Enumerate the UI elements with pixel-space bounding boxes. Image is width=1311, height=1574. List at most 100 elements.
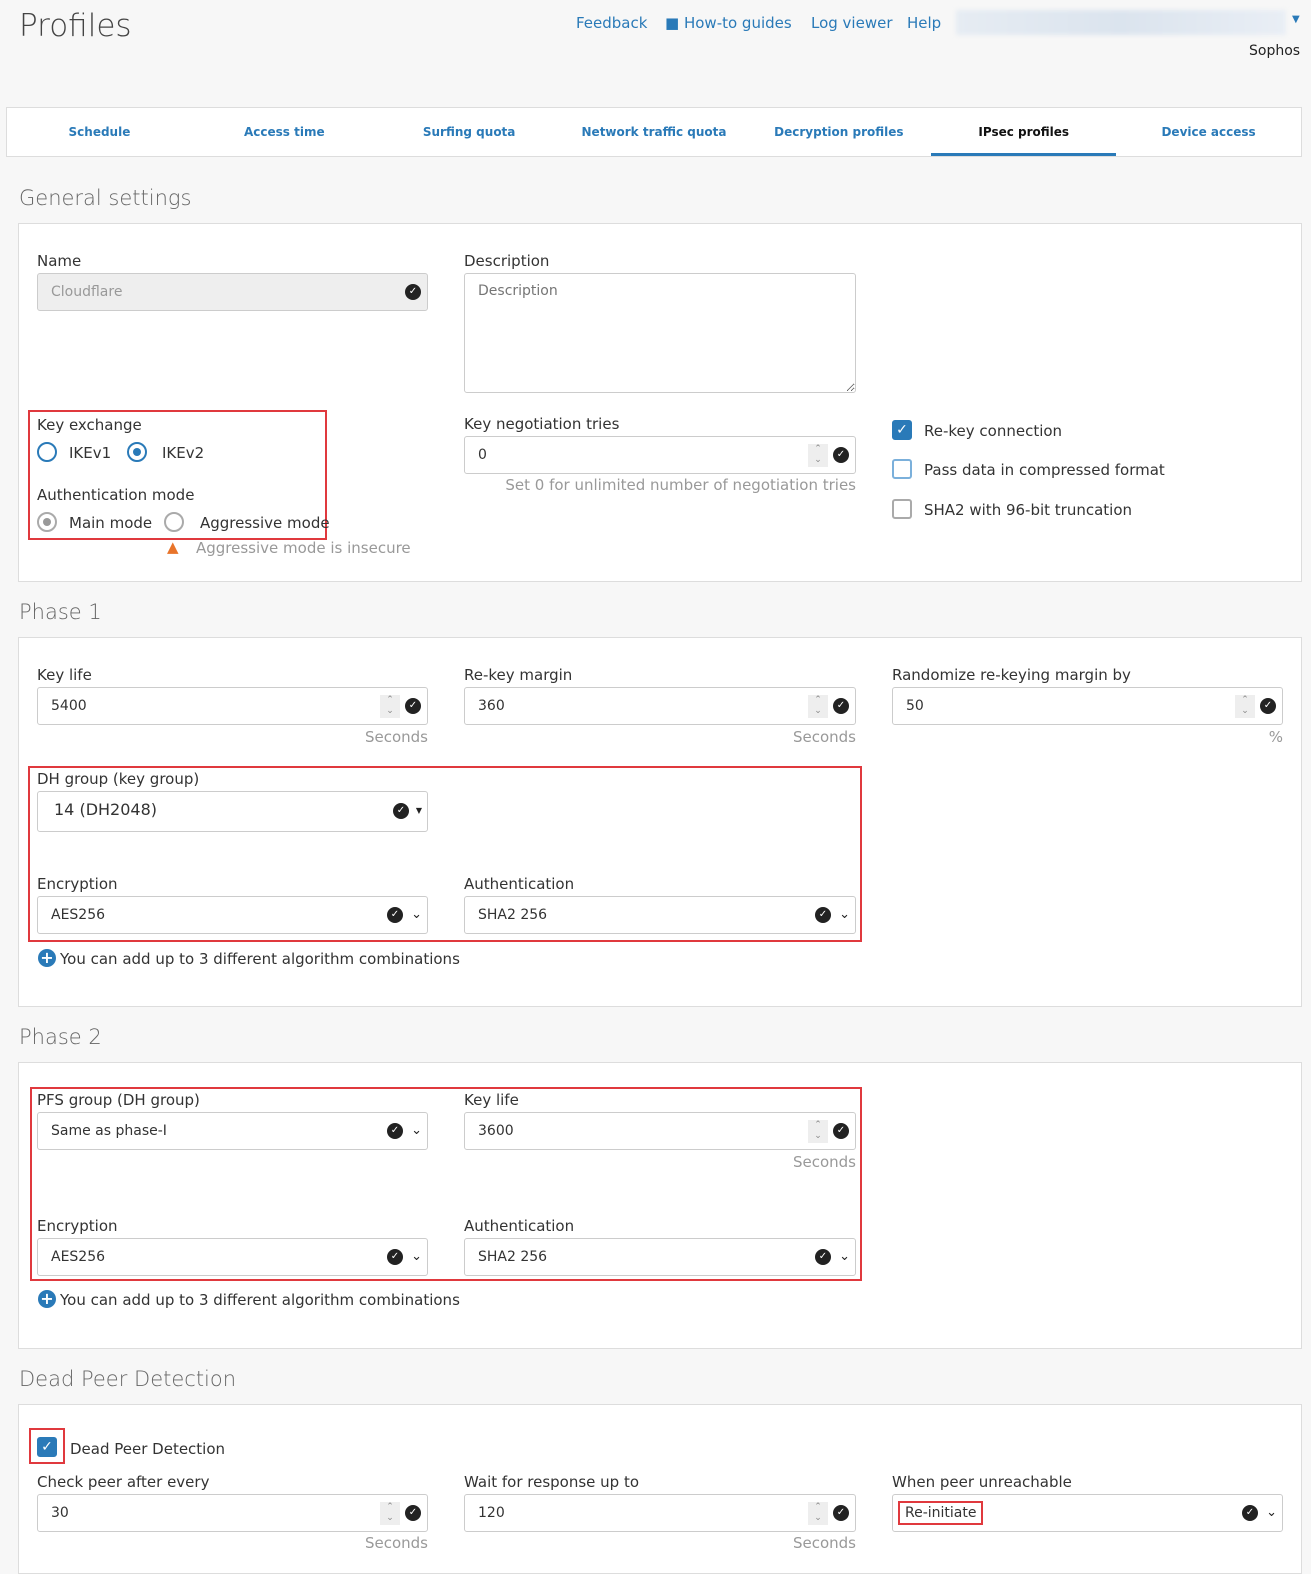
spinner[interactable]: ⌃ ⌄ [808,695,828,718]
check-icon: ✓ [387,1123,403,1139]
ikev1-radio[interactable] [37,442,57,462]
dpd-checkbox[interactable]: ✓ [37,1437,57,1457]
user-menu-blurred[interactable] [956,10,1286,35]
pfs-group-select[interactable]: Same as phase-I ✓ ⌄ [37,1112,428,1150]
tab-device-access[interactable]: Device access [1161,125,1256,139]
pfs-group-label: PFS group (DH group) [37,1091,200,1109]
rekey-label: Re-key connection [924,422,1063,440]
check-icon: ✓ [1242,1505,1258,1521]
spinner[interactable]: ⌃ ⌄ [1235,695,1255,718]
tab-network-traffic-quota[interactable]: Network traffic quota [581,125,727,139]
wait-input[interactable]: 120 ⌃ ⌄ ✓ [464,1494,856,1532]
tab-decryption-profiles[interactable]: Decryption profiles [774,125,904,139]
seconds-unit: Seconds [792,1534,856,1552]
dh-group-select[interactable]: 14 (DH2048) ✓ ▼ [37,791,428,832]
percent-unit: % [1268,728,1283,746]
key-exchange-label: Key exchange [37,416,142,434]
check-icon: ✓ [833,1505,849,1521]
pfs-group-value: Same as phase-I [51,1123,167,1139]
spinner[interactable]: ⌃ ⌄ [380,695,400,718]
check-icon: ✓ [405,1505,421,1521]
check-peer-input[interactable]: 30 ⌃ ⌄ ✓ [37,1494,428,1532]
rekey-checkbox[interactable]: ✓ [892,420,912,440]
tab-ipsec-profiles[interactable]: IPsec profiles [931,108,1117,156]
authentication2-select[interactable]: SHA2 256 ✓ ⌄ [464,1238,856,1276]
tries-input[interactable]: 0 ⌃ ⌄ ✓ [464,436,856,474]
check-peer-label: Check peer after every [37,1473,210,1491]
keylife-input[interactable]: 5400 ⌃ ⌄ ✓ [37,687,428,725]
phase1-heading: Phase 1 [19,600,102,624]
sha2-label: SHA2 with 96-bit truncation [924,501,1133,519]
spinner[interactable]: ⌃ ⌄ [808,444,828,467]
encryption-label: Encryption [37,875,118,893]
tab-surfing-quota[interactable]: Surfing quota [422,125,516,139]
compress-checkbox[interactable] [892,459,912,479]
name-value: Cloudflare [51,284,123,300]
chevron-down-icon: ⌄ [411,1249,422,1264]
main-mode-label: Main mode [69,514,153,532]
add-combination-text[interactable]: You can add up to 3 different algorithm … [60,1291,460,1309]
check-peer-value: 30 [51,1505,69,1521]
unreachable-select[interactable]: Re-initiate ✓ ⌄ [892,1494,1283,1532]
ikev2-label: IKEv2 [162,444,205,462]
dpd-heading: Dead Peer Detection [19,1367,237,1391]
randomize-value: 50 [906,698,924,714]
add-combination-icon[interactable]: + [38,949,56,967]
authentication-value: SHA2 256 [478,907,548,923]
authentication2-value: SHA2 256 [478,1249,548,1265]
name-input[interactable]: Cloudflare ✓ [37,273,428,311]
ikev2-radio[interactable] [127,442,147,462]
check-icon: ✓ [405,284,421,300]
log-viewer-link[interactable]: Log viewer [811,14,893,32]
highlight-box [29,1428,65,1464]
ikev1-label: IKEv1 [69,444,112,462]
tries-value: 0 [478,447,487,463]
description-textarea[interactable] [464,273,856,393]
check-icon: ✓ [393,803,409,819]
authentication-label: Authentication [464,875,575,893]
main-mode-radio[interactable] [37,512,57,532]
wait-label: Wait for response up to [464,1473,640,1491]
dh-group-label: DH group (key group) [37,770,200,788]
authentication-select[interactable]: SHA2 256 ✓ ⌄ [464,896,856,934]
keylife-label: Key life [37,666,92,684]
dpd-checkbox-label: Dead Peer Detection [70,1440,226,1458]
general-settings-heading: General settings [19,186,192,210]
feedback-link[interactable]: Feedback [576,14,648,32]
keylife2-label: Key life [464,1091,519,1109]
highlight-box [28,410,327,540]
spinner[interactable]: ⌃ ⌄ [380,1502,400,1525]
help-link[interactable]: Help [907,14,942,32]
encryption2-select[interactable]: AES256 ✓ ⌄ [37,1238,428,1276]
spinner[interactable]: ⌃ ⌄ [808,1502,828,1525]
how-to-guides-link[interactable]: ■ How-to guides [665,14,792,32]
auth-mode-label: Authentication mode [37,486,195,504]
tab-schedule[interactable]: Schedule [68,125,131,139]
rekey-margin-input[interactable]: 360 ⌃ ⌄ ✓ [464,687,856,725]
highlight-box [30,1087,862,1281]
phase2-panel [18,1062,1302,1349]
randomize-input[interactable]: 50 ⌃ ⌄ ✓ [892,687,1283,725]
check-icon: ✓ [833,1123,849,1139]
aggressive-mode-radio[interactable] [164,512,184,532]
keylife2-input[interactable]: 3600 ⌃ ⌄ ✓ [464,1112,856,1150]
tab-access-time[interactable]: Access time [243,125,325,139]
encryption-value: AES256 [51,907,106,923]
chevron-down-icon: ⌄ [1266,1505,1277,1520]
sha2-checkbox[interactable] [892,499,912,519]
warning-icon: ▲ [167,538,179,556]
check-icon: ✓ [815,907,831,923]
phase2-heading: Phase 2 [19,1025,102,1049]
add-combination-icon[interactable]: + [38,1290,56,1308]
encryption-select[interactable]: AES256 ✓ ⌄ [37,896,428,934]
check-icon: ✓ [815,1249,831,1265]
spinner[interactable]: ⌃ ⌄ [808,1120,828,1143]
aggressive-warning: Aggressive mode is insecure [196,539,411,557]
add-combination-text[interactable]: You can add up to 3 different algorithm … [60,950,460,968]
check-icon: ✓ [833,447,849,463]
chevron-down-icon: ⌄ [839,907,850,922]
seconds-unit: Seconds [792,1153,856,1171]
video-camera-icon: ■ [665,14,680,32]
caret-down-icon[interactable]: ▼ [1292,14,1300,25]
encryption2-value: AES256 [51,1249,106,1265]
